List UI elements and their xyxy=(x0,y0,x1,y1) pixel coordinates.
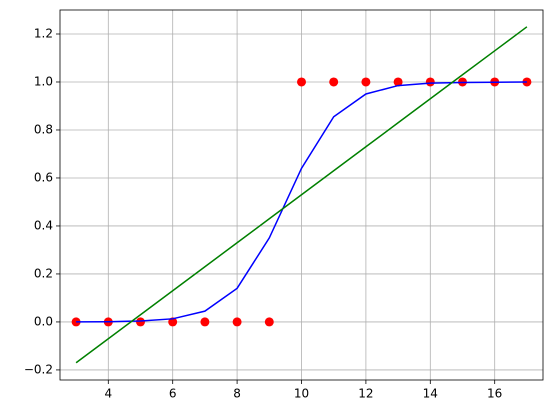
y-tick-label: 0.6 xyxy=(34,170,53,184)
y-tick-label: −0.2 xyxy=(24,362,53,376)
x-tick-label: 10 xyxy=(294,387,309,401)
scatter-point xyxy=(136,317,145,327)
scatter-point xyxy=(361,77,371,87)
y-tick-label: 1.2 xyxy=(34,26,53,40)
y-tick-label: 1.0 xyxy=(34,74,53,88)
y-tick-label: 0.4 xyxy=(34,218,53,232)
x-tick-label: 8 xyxy=(233,387,241,401)
y-tick-label: 0.2 xyxy=(34,266,53,280)
y-tick-label: 0.8 xyxy=(34,122,53,136)
x-tick-label: 16 xyxy=(487,387,502,401)
scatter-point xyxy=(232,317,242,327)
scatter-point xyxy=(297,77,306,87)
line xyxy=(75,26,528,364)
plot-frame xyxy=(59,9,544,381)
x-tick-label: 12 xyxy=(358,387,373,401)
x-tick-label: 4 xyxy=(104,387,112,401)
y-tick-label: 0.0 xyxy=(34,314,53,328)
x-tick-label: 6 xyxy=(169,387,177,401)
scatter-point xyxy=(329,77,339,87)
scatter-point xyxy=(393,77,403,87)
scatter-point xyxy=(425,77,435,87)
scatter-point xyxy=(264,317,274,327)
scatter-point xyxy=(200,317,210,327)
x-tick-label: 14 xyxy=(423,387,438,401)
